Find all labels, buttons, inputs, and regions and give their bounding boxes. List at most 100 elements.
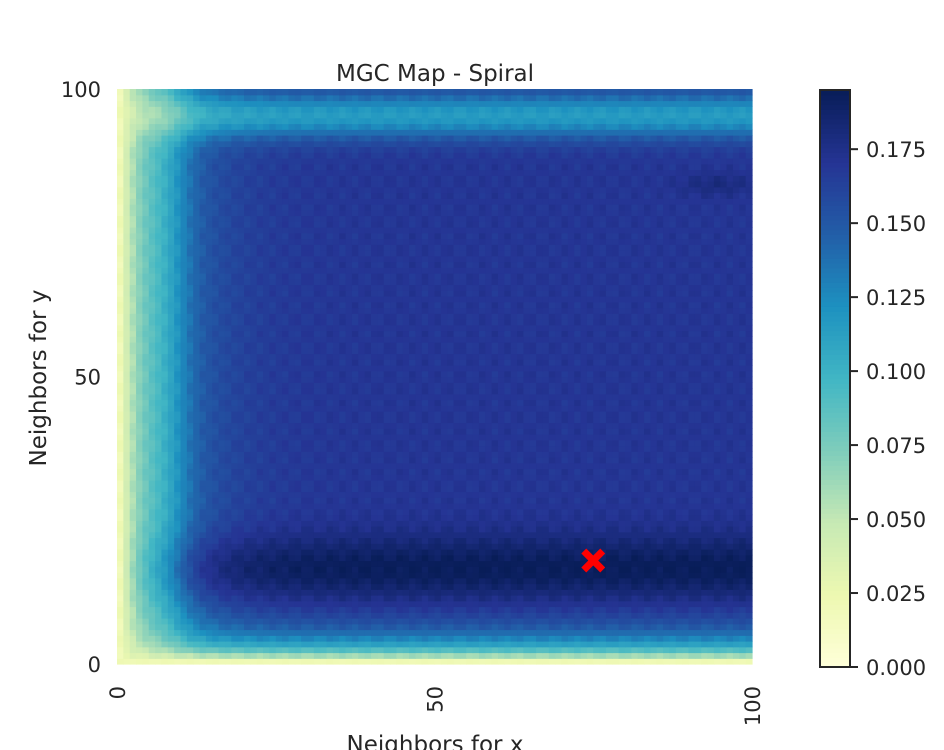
heatmap-cell: [136, 572, 143, 579]
heatmap-cell: [523, 612, 531, 619]
heatmap-cell: [593, 445, 601, 452]
heatmap-cell: [351, 554, 359, 562]
heatmap-cell: [428, 434, 436, 441]
heatmap-cell: [294, 531, 302, 539]
heatmap-cell: [466, 589, 474, 596]
heatmap-cell: [542, 537, 550, 544]
heatmap-cell: [123, 520, 131, 527]
heatmap-cell: [682, 566, 690, 573]
heatmap-cell: [459, 462, 467, 470]
heatmap-cell: [307, 629, 315, 636]
heatmap-cell: [294, 629, 302, 636]
heatmap-cell: [288, 618, 296, 625]
heatmap-cell: [523, 497, 531, 504]
heatmap-cell: [231, 618, 239, 625]
heatmap-cell: [561, 462, 569, 470]
heatmap-cell: [440, 629, 448, 636]
heatmap-cell: [212, 508, 220, 516]
heatmap-cell: [205, 434, 213, 441]
heatmap-cell: [472, 589, 480, 596]
heatmap-cell: [694, 531, 702, 539]
heatmap-cell: [358, 589, 366, 596]
heatmap-cell: [536, 618, 544, 625]
heatmap-cell: [720, 451, 728, 458]
heatmap-cell: [485, 411, 493, 418]
heatmap-cell: [313, 439, 321, 447]
heatmap-cell: [726, 451, 734, 458]
heatmap-cell: [567, 572, 575, 579]
heatmap-cell: [491, 595, 499, 602]
heatmap-cell: [612, 503, 620, 510]
heatmap-cell: [650, 658, 658, 665]
heatmap-cell: [593, 399, 601, 406]
heatmap-cell: [313, 526, 321, 533]
heatmap-cell: [263, 531, 270, 539]
heatmap-cell: [745, 629, 753, 636]
heatmap-cell: [174, 572, 182, 579]
heatmap-cell: [396, 405, 404, 412]
heatmap-cell: [612, 497, 620, 504]
heatmap-cell: [364, 445, 372, 452]
heatmap-cell: [402, 439, 410, 447]
heatmap-cell: [364, 589, 372, 596]
heatmap-cell: [656, 416, 664, 424]
heatmap-cell: [504, 583, 512, 590]
heatmap-cell: [434, 566, 442, 573]
heatmap-cell: [510, 439, 518, 447]
heatmap-cell: [371, 434, 378, 441]
heatmap-cell: [402, 600, 410, 608]
heatmap-cell: [117, 497, 124, 504]
heatmap-cell: [358, 572, 366, 579]
heatmap-cell: [491, 388, 499, 395]
heatmap-cell: [193, 658, 201, 665]
heatmap-cell: [313, 416, 321, 424]
heatmap-cell: [580, 508, 588, 516]
heatmap-cell: [269, 543, 277, 550]
heatmap-cell: [688, 393, 696, 401]
heatmap-cell: [415, 411, 423, 418]
heatmap-cell: [218, 595, 226, 602]
heatmap-cell: [586, 474, 594, 481]
heatmap-cell: [739, 485, 747, 493]
heatmap-cell: [301, 566, 309, 573]
heatmap-cell: [631, 606, 639, 613]
heatmap-cell: [517, 531, 524, 539]
heatmap-cell: [123, 503, 131, 510]
heatmap-cell: [383, 618, 391, 625]
heatmap-cell: [402, 572, 410, 579]
heatmap-cell: [510, 595, 518, 602]
heatmap-cell: [351, 503, 359, 510]
heatmap-cell: [434, 439, 442, 447]
heatmap-cell: [631, 618, 639, 625]
heatmap-cell: [612, 428, 620, 435]
heatmap-cell: [301, 416, 309, 424]
heatmap-cell: [504, 618, 512, 625]
heatmap-cell: [218, 382, 226, 389]
heatmap-cell: [193, 480, 201, 487]
heatmap-cell: [440, 612, 448, 619]
heatmap-cell: [491, 635, 499, 642]
heatmap-cell: [440, 577, 448, 585]
heatmap-cell: [631, 583, 639, 590]
heatmap-cell: [701, 583, 709, 590]
heatmap-cell: [275, 537, 283, 544]
heatmap-cell: [256, 526, 264, 533]
heatmap-cell: [599, 411, 607, 418]
heatmap-cell: [332, 388, 340, 395]
heatmap-cell: [199, 531, 207, 539]
heatmap-cell: [428, 623, 436, 631]
heatmap-cell: [282, 439, 290, 447]
heatmap-cell: [732, 520, 740, 527]
heatmap-cell: [263, 399, 270, 406]
heatmap-cell: [269, 537, 277, 544]
heatmap-cell: [155, 428, 163, 435]
heatmap-cell: [332, 600, 340, 608]
heatmap-cell: [364, 629, 372, 636]
heatmap-cell: [180, 658, 188, 665]
heatmap-cell: [383, 606, 391, 613]
heatmap-cell: [434, 560, 442, 567]
heatmap-cell: [129, 600, 137, 608]
heatmap-cell: [491, 503, 499, 510]
heatmap-cell: [371, 497, 378, 504]
heatmap-cell: [555, 549, 563, 556]
